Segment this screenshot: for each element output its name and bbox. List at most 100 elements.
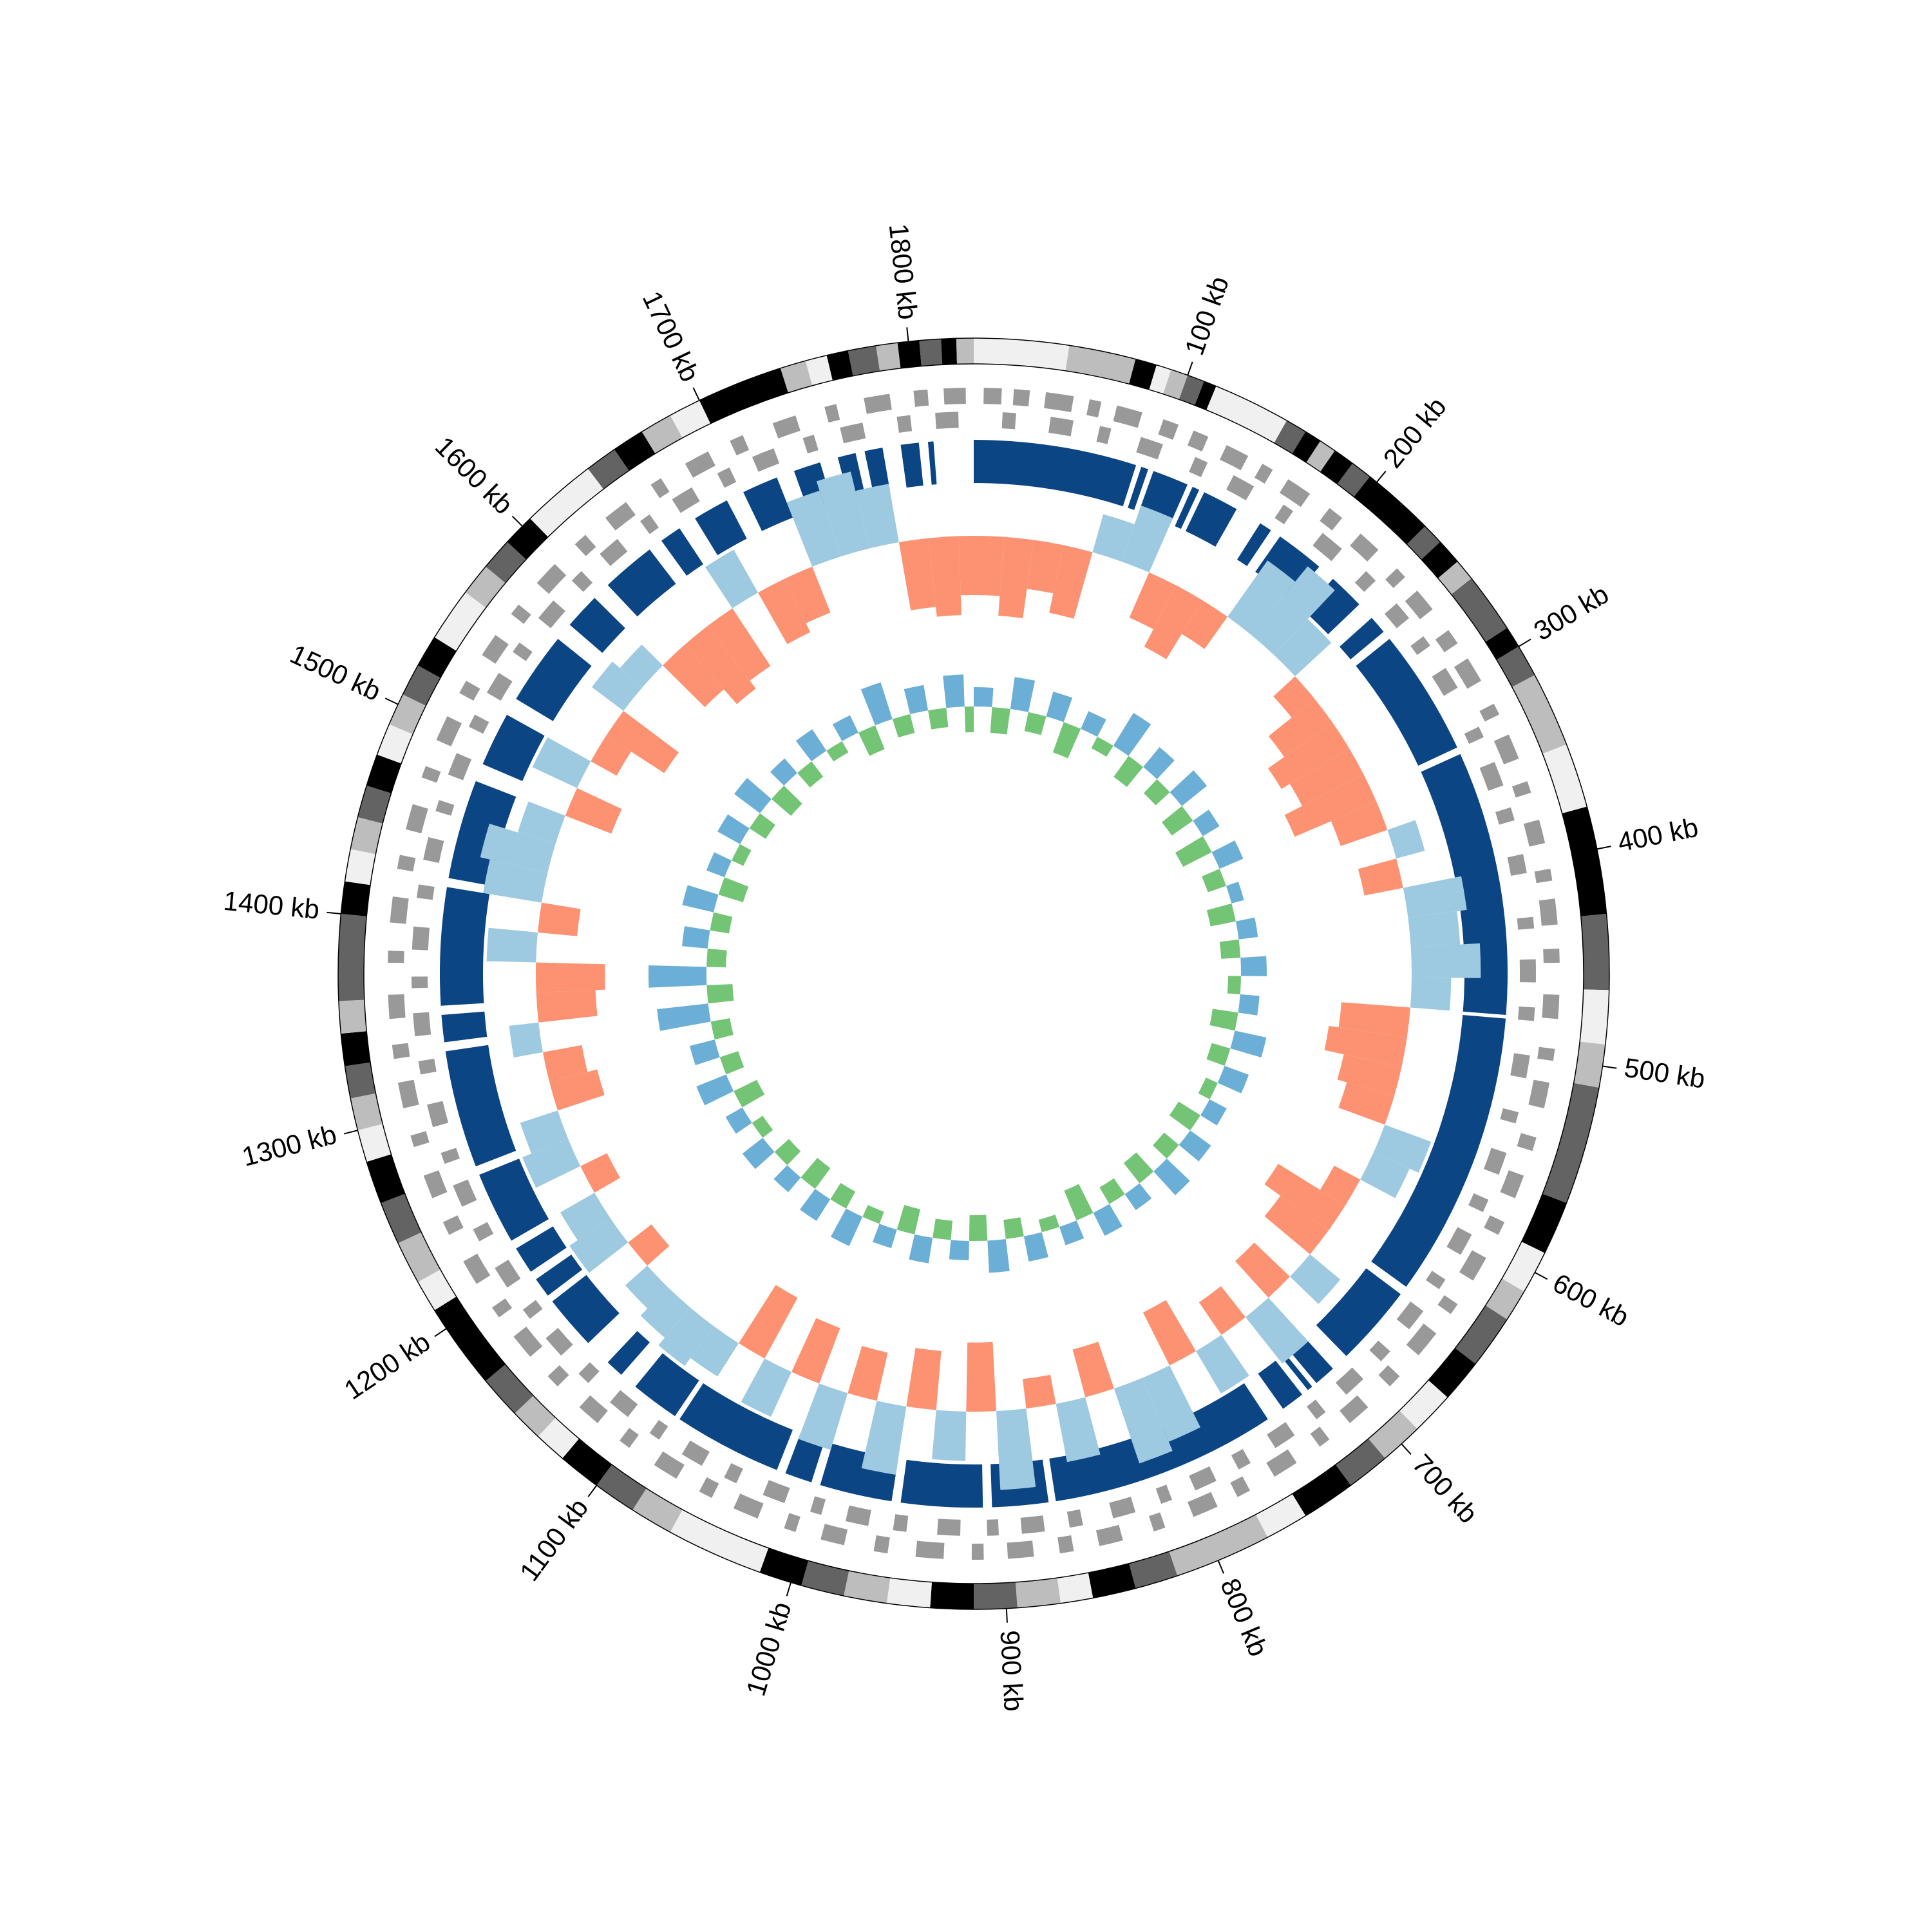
x-tick-label: 800 kb — [1215, 1574, 1274, 1660]
gene — [983, 388, 1002, 405]
gene — [1266, 1449, 1297, 1477]
gene — [421, 766, 441, 783]
gene — [536, 564, 567, 594]
tick-mark — [1401, 1443, 1412, 1455]
gene — [1113, 405, 1142, 428]
band — [338, 999, 367, 1034]
gc-bar — [1240, 956, 1267, 976]
gene — [442, 1215, 464, 1235]
block — [445, 1045, 516, 1167]
gene — [685, 451, 715, 478]
gene — [1007, 1540, 1034, 1559]
gene — [1425, 1271, 1446, 1289]
gene — [1230, 1476, 1251, 1497]
gene — [1464, 726, 1484, 744]
gene — [1539, 898, 1558, 926]
gc-bar — [1064, 1184, 1094, 1221]
x-tick-label: 300 kb — [1528, 578, 1613, 646]
gene — [1493, 734, 1519, 765]
band — [876, 343, 901, 372]
gene — [435, 800, 455, 816]
tick-mark — [1187, 361, 1193, 375]
gc-bar — [1124, 1183, 1152, 1211]
gene — [486, 672, 513, 701]
skew-bar — [974, 536, 1004, 596]
band — [345, 1062, 376, 1099]
gene — [511, 604, 531, 624]
gc-bar — [862, 1205, 884, 1224]
skew-bar — [855, 484, 899, 549]
gene — [845, 1505, 871, 1526]
band — [357, 785, 392, 824]
gc-bar — [949, 1240, 969, 1260]
band — [417, 637, 457, 678]
band — [699, 368, 789, 424]
band — [1163, 369, 1188, 400]
band — [897, 340, 922, 368]
band — [1149, 365, 1171, 394]
block — [1236, 523, 1271, 567]
gene — [1385, 568, 1405, 589]
gene — [1446, 1227, 1472, 1255]
block — [1258, 1360, 1303, 1409]
skew-bar — [1142, 1365, 1201, 1442]
gene — [1511, 781, 1531, 798]
skew-bar — [1284, 774, 1377, 837]
gene — [1484, 1215, 1505, 1235]
gene — [1307, 1399, 1326, 1419]
gene — [522, 1300, 543, 1319]
band — [1511, 675, 1567, 754]
gene — [482, 635, 509, 664]
block — [516, 638, 592, 721]
x-tick-label: 1600 kb — [430, 431, 519, 520]
band — [1274, 421, 1306, 454]
gene — [1517, 916, 1535, 930]
gene — [1066, 1509, 1083, 1528]
skew-bar — [1274, 619, 1332, 677]
gene — [752, 448, 780, 472]
gene — [547, 1365, 569, 1387]
gene — [873, 1535, 890, 1554]
gc-bar — [771, 785, 802, 816]
x-tick-label: 500 kb — [1622, 1052, 1707, 1094]
gc-bar — [706, 852, 732, 878]
gene — [1479, 703, 1500, 722]
skew-bar — [560, 1193, 611, 1240]
band — [1580, 989, 1609, 1045]
skew-bar — [522, 1139, 581, 1188]
band — [632, 1488, 683, 1533]
skew-bar — [1324, 1026, 1407, 1067]
gc-bar — [928, 708, 949, 730]
gc-bar — [1099, 1178, 1125, 1204]
skew-bar — [966, 1341, 997, 1412]
gene — [1534, 868, 1553, 884]
gene — [1542, 994, 1560, 1019]
gene — [915, 1540, 945, 1559]
gene — [448, 753, 472, 781]
band — [530, 468, 604, 537]
block — [448, 781, 516, 886]
gc-bar — [858, 725, 885, 756]
gc-bar — [974, 687, 994, 707]
skew-bar — [538, 902, 581, 936]
tick-mark — [1217, 1560, 1225, 1574]
block — [569, 598, 625, 653]
gc-bar — [1123, 1152, 1154, 1184]
gc-bar — [909, 1234, 933, 1264]
band — [1542, 1083, 1600, 1204]
gene — [840, 422, 866, 444]
band — [1455, 1305, 1508, 1364]
skew-bar — [1337, 1054, 1402, 1097]
tick-mark — [434, 1328, 447, 1338]
band — [1320, 450, 1353, 484]
gene — [1109, 1497, 1136, 1519]
gene — [1510, 1053, 1530, 1079]
gc-bar — [1217, 1066, 1249, 1094]
x-tick-label: 1000 kb — [740, 1598, 797, 1700]
tick-mark — [1596, 846, 1611, 850]
gene — [1378, 1365, 1400, 1387]
gene — [699, 1477, 719, 1498]
gc-bar — [749, 813, 776, 839]
skew-bar — [480, 824, 556, 873]
